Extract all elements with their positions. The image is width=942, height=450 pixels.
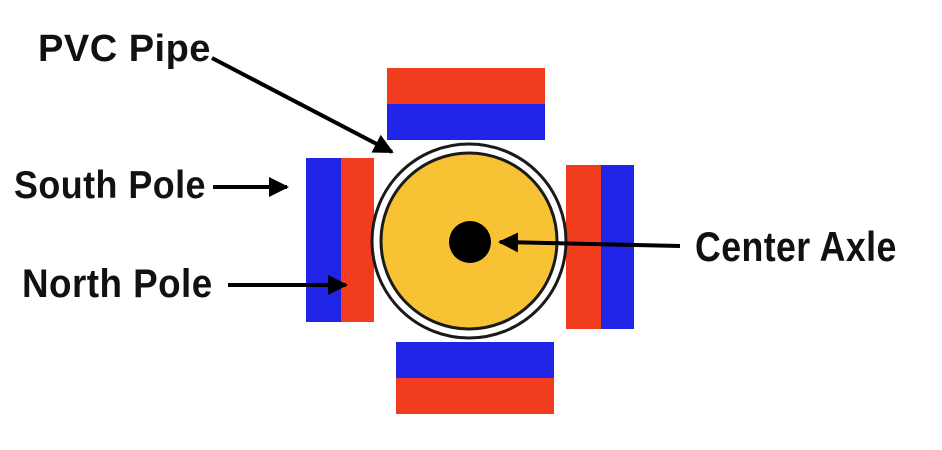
center-axle-label: Center Axle xyxy=(695,223,897,270)
south-pole-segment xyxy=(306,158,341,322)
south-pole-label: South Pole xyxy=(14,164,206,207)
north-pole-segment xyxy=(566,165,601,329)
center-axle-arrow xyxy=(498,232,681,253)
magnet-bottom xyxy=(396,342,554,414)
pvc-pipe-arrow xyxy=(211,56,394,154)
north-pole-segment xyxy=(341,158,374,322)
center-axle xyxy=(449,221,491,263)
magnet-left xyxy=(306,158,374,322)
magnet-right xyxy=(566,165,634,329)
south-pole-segment xyxy=(601,165,634,329)
magnet-top xyxy=(387,68,545,140)
north-pole-segment xyxy=(387,68,545,104)
south-pole-segment xyxy=(387,104,545,140)
south-pole-segment xyxy=(396,342,554,378)
north-pole-segment xyxy=(396,378,554,414)
pvc-pipe-label: PVC Pipe xyxy=(38,28,211,70)
north-pole-label: North Pole xyxy=(22,262,213,306)
